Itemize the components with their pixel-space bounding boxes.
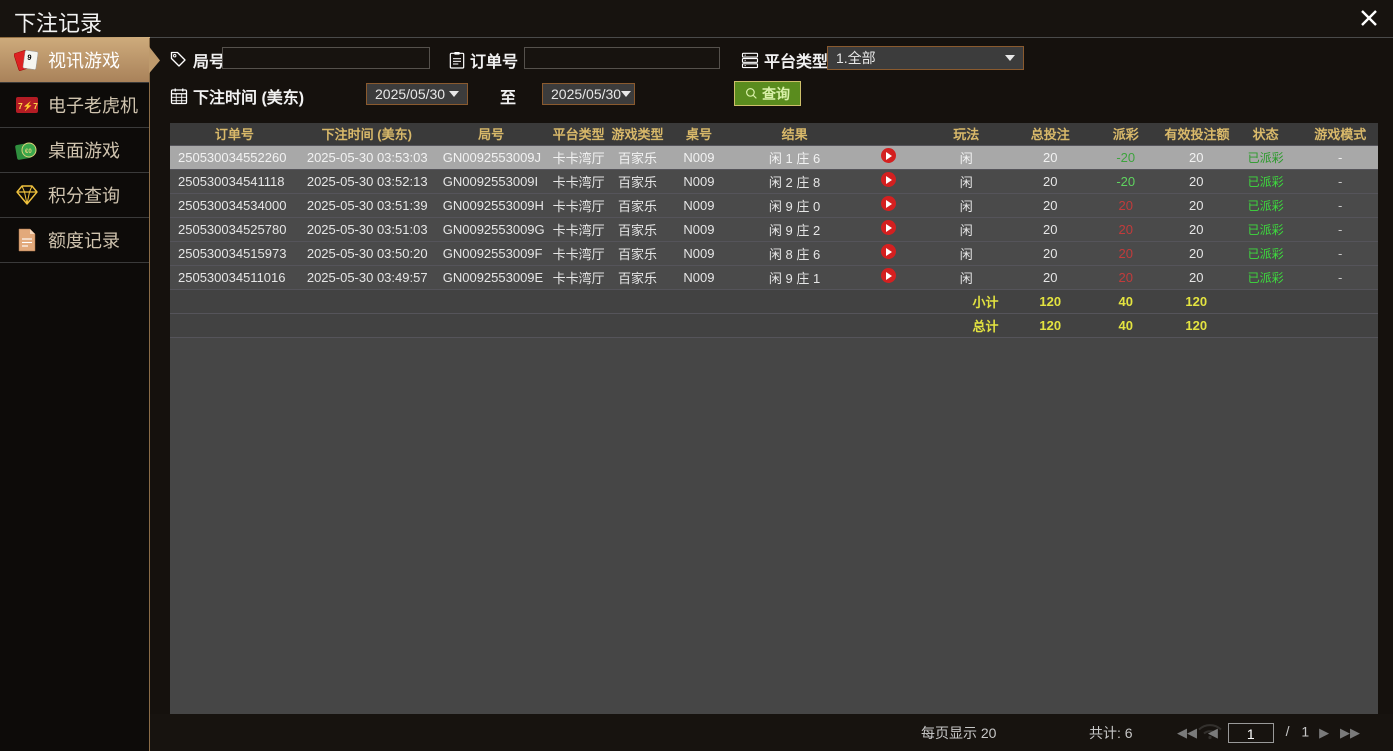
svg-text:7⚡7: 7⚡7 — [18, 101, 38, 112]
svg-text:€0: €0 — [25, 149, 32, 155]
